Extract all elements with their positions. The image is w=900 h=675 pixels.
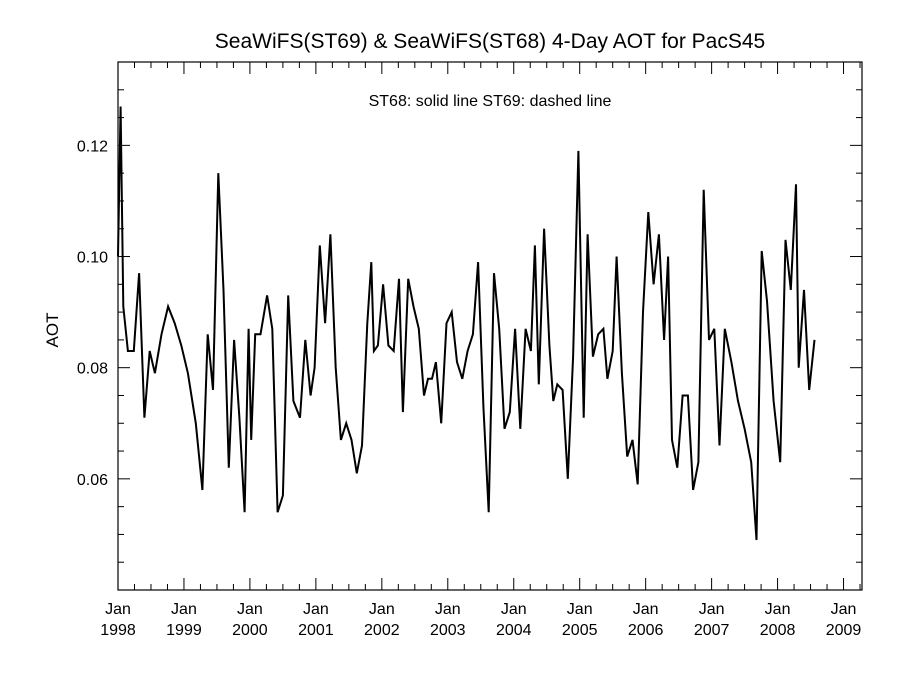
x-tick-month: Jan — [567, 601, 593, 618]
x-tick-year: 2009 — [826, 622, 862, 639]
x-tick-year: 2004 — [496, 622, 532, 639]
x-tick-month: Jan — [105, 601, 131, 618]
x-tick-year: 2008 — [760, 622, 796, 639]
y-tick-label: 0.12 — [77, 138, 108, 155]
x-tick-year: 2000 — [232, 622, 268, 639]
x-tick-month: Jan — [303, 601, 329, 618]
x-tick-year: 2002 — [364, 622, 400, 639]
x-tick-month: Jan — [171, 601, 197, 618]
y-tick-label: 0.08 — [77, 361, 108, 378]
y-tick-label: 0.06 — [77, 472, 108, 489]
x-tick-year: 2003 — [430, 622, 466, 639]
y-axis-ticks: 0.06 0.08 0.10 0.12 — [77, 89, 862, 563]
plot-frame — [117, 61, 863, 591]
x-tick-month: Jan — [501, 601, 527, 618]
x-tick-year: 2007 — [694, 622, 730, 639]
series-annotation: ST68: solid line ST69: dashed line — [369, 93, 612, 110]
x-axis-ticks: Jan 1998 Jan 1999 Jan 2000 Jan 2001 Jan 2002 Jan 20… — [100, 62, 861, 639]
x-tick-month: Jan — [435, 601, 461, 618]
series-layer — [117, 106, 816, 541]
x-tick-month: Jan — [237, 601, 263, 618]
x-tick-year: 2001 — [298, 622, 334, 639]
series-line-st68 — [117, 106, 816, 541]
chart-title: SeaWiFS(ST69) & SeaWiFS(ST68) 4-Day AOT … — [215, 30, 765, 53]
y-tick-label: 0.10 — [77, 250, 108, 267]
x-tick-month: Jan — [765, 601, 791, 618]
x-tick-month: Jan — [369, 601, 395, 618]
x-tick-year: 1998 — [100, 622, 136, 639]
x-tick-month: Jan — [831, 601, 857, 618]
x-tick-year: 1999 — [166, 622, 202, 639]
x-tick-month: Jan — [699, 601, 725, 618]
y-axis-label: AOT — [43, 313, 62, 348]
x-tick-year: 2005 — [562, 622, 598, 639]
x-tick-year: 2006 — [628, 622, 664, 639]
x-tick-month: Jan — [633, 601, 659, 618]
